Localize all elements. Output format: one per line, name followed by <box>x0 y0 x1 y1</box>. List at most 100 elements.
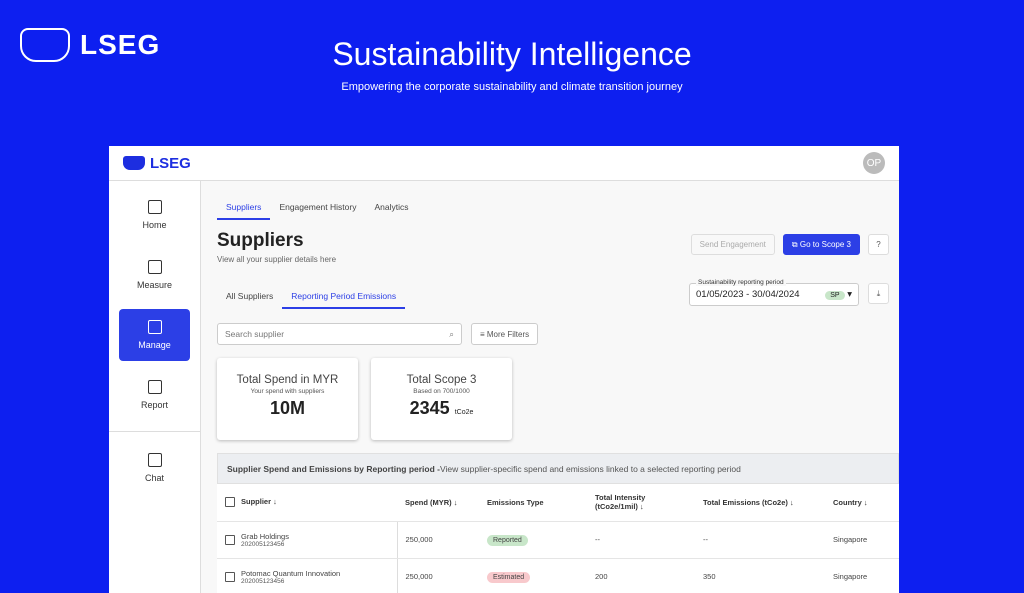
sidebar-item-manage[interactable]: Manage <box>119 309 190 361</box>
table-header: Supplier ↓ Spend (MYR) ↓ Emissions Type … <box>217 484 899 522</box>
card-title: Total Scope 3 <box>406 374 477 386</box>
col-spend[interactable]: Spend (MYR) ↓ <box>397 484 479 522</box>
button-label: More Filters <box>486 329 530 339</box>
cell-spend: 250,000 <box>397 521 479 559</box>
row-checkbox[interactable] <box>225 534 235 545</box>
hero-logo: LSEG <box>20 28 160 62</box>
button-label: Go to Scope 3 <box>799 240 851 249</box>
go-to-scope-3-button[interactable]: ⧉ Go to Scope 3 <box>782 234 860 255</box>
external-link-icon: ⧉ <box>791 239 800 249</box>
card-value: 10M <box>217 398 358 419</box>
chat-icon <box>147 453 162 467</box>
card-title: Total Spend in MYR <box>236 374 339 386</box>
col-supplier[interactable]: Supplier ↓ <box>217 484 397 522</box>
send-engagement-button[interactable]: Send Engagement <box>690 234 775 255</box>
sidebar-item-label: Report <box>140 400 168 410</box>
row-checkbox[interactable] <box>225 571 235 582</box>
value: 2345 <box>409 398 450 418</box>
col-country[interactable]: Country ↓ <box>825 484 899 522</box>
cell-emissions: 350 <box>695 558 825 593</box>
tab-suppliers[interactable]: Suppliers <box>217 199 271 220</box>
total-spend-card: Total Spend in MYR Your spend with suppli… <box>217 358 358 440</box>
table-row[interactable]: Potomac Quantum Innovation 202005123456 2… <box>217 558 899 593</box>
cell-spend: 250,000 <box>397 558 479 593</box>
unit: tCo2e <box>454 409 474 416</box>
cell-country: Singapore <box>825 521 899 559</box>
period-label: Sustainability reporting period <box>696 279 786 286</box>
cell-supplier: Grab Holdings 202005123456 <box>217 521 398 559</box>
sidebar-item-report[interactable]: Report <box>119 369 190 421</box>
sidebar-item-label: Chat <box>144 473 164 483</box>
tab-analytics[interactable]: Analytics <box>374 202 409 212</box>
search-icon: ⌕ <box>449 328 454 339</box>
main-tabs: Suppliers Engagement History Analytics <box>217 199 899 220</box>
period-value: 01/05/2023 - 30/04/2024 <box>696 289 800 300</box>
divider <box>109 431 200 432</box>
layout-icon <box>147 200 162 214</box>
value: 10M <box>269 398 305 418</box>
cell-country: Singapore <box>825 558 899 593</box>
supplier-name[interactable]: Grab Holdings <box>241 531 289 541</box>
table-row[interactable]: Grab Holdings 202005123456 250,000 Report… <box>217 521 899 559</box>
app-window: LSEG OP Home Measure Manage Report Chat … <box>109 146 899 593</box>
supplier-name[interactable]: Potomac Quantum Innovation <box>241 568 341 578</box>
search-row: Search supplier ⌕ ≡ More Filters <box>217 323 899 345</box>
col-total-emissions[interactable]: Total Emissions (tCo2e) ↓ <box>695 484 825 522</box>
chart-icon <box>147 320 162 334</box>
lseg-crest-icon <box>123 156 145 170</box>
tab-reporting-period-emissions[interactable]: Reporting Period Emissions <box>282 288 406 309</box>
filter-icon: ≡ <box>480 329 487 339</box>
col-emissions-type: Emissions Type <box>479 484 587 522</box>
card-subtitle: Your spend with suppliers <box>250 388 325 395</box>
period-badge: SP <box>825 291 845 300</box>
status-badge: Estimated <box>487 572 531 583</box>
supplier-id: 202005123456 <box>241 540 285 548</box>
app-logo[interactable]: LSEG <box>123 155 191 172</box>
main-content: Suppliers Engagement History Analytics S… <box>217 181 899 593</box>
sidebar-item-label: Measure <box>136 280 172 290</box>
search-input[interactable]: Search supplier ⌕ <box>217 323 462 345</box>
avatar[interactable]: OP <box>863 152 885 174</box>
sidebar-item-home[interactable]: Home <box>119 189 190 241</box>
sidebar: Home Measure Manage Report Chat <box>109 181 201 593</box>
caret-down-icon: ▾ <box>847 289 852 300</box>
sidebar-item-label: Home <box>142 220 167 230</box>
supplier-table: Supplier Spend and Emissions by Reportin… <box>217 453 899 593</box>
cell-intensity: 200 <box>587 558 695 593</box>
cell-emissions-type: Estimated <box>479 558 587 593</box>
page-title: Suppliers <box>217 230 304 251</box>
help-button[interactable]: ? <box>868 234 889 255</box>
download-button[interactable]: ⤓ <box>868 283 889 304</box>
sub-tabs: All Suppliers Reporting Period Emissions <box>217 288 899 309</box>
logo-text: LSEG <box>80 29 161 60</box>
hero-title: Sustainability Intelligence <box>332 36 692 72</box>
supplier-id: 202005123456 <box>241 577 285 585</box>
cell-supplier: Potomac Quantum Innovation 202005123456 <box>217 558 398 593</box>
select-all-checkbox[interactable] <box>225 497 235 508</box>
reporting-period-select[interactable]: Sustainability reporting period 01/05/202… <box>689 279 859 306</box>
tab-all-suppliers[interactable]: All Suppliers <box>226 291 274 301</box>
more-filters-button[interactable]: ≡ More Filters <box>471 323 539 345</box>
lseg-crest-icon <box>20 28 70 62</box>
card-value: 2345 tCo2e <box>371 398 512 419</box>
total-scope-3-card: Total Scope 3 Based on 700/1000 2345 tCo2e <box>371 358 512 440</box>
cell-emissions-type: Reported <box>479 521 587 559</box>
banner-description: View supplier-specific spend and emissio… <box>440 463 741 474</box>
folder-icon <box>147 380 162 394</box>
download-icon: ⤓ <box>876 288 881 298</box>
search-placeholder: Search supplier <box>225 329 285 339</box>
col-total-intensity[interactable]: Total Intensity (tCo2e/1mil) ↓ <box>587 484 695 522</box>
sidebar-item-measure[interactable]: Measure <box>119 249 190 301</box>
status-badge: Reported <box>487 535 528 546</box>
top-bar: LSEG OP <box>109 146 899 181</box>
page-actions: Send Engagement ⧉ Go to Scope 3 ? <box>690 234 889 255</box>
sidebar-item-label: Manage <box>138 340 171 350</box>
document-icon <box>147 260 162 274</box>
cell-intensity: -- <box>587 521 695 559</box>
logo-text: LSEG <box>150 154 191 172</box>
sidebar-item-chat[interactable]: Chat <box>119 442 190 494</box>
hero-subtitle: Empowering the corporate sustainability … <box>341 81 683 93</box>
header-label: Supplier ↓ <box>241 497 277 507</box>
tab-engagement-history[interactable]: Engagement History <box>279 202 357 212</box>
page-subtitle: View all your supplier details here <box>217 255 337 264</box>
